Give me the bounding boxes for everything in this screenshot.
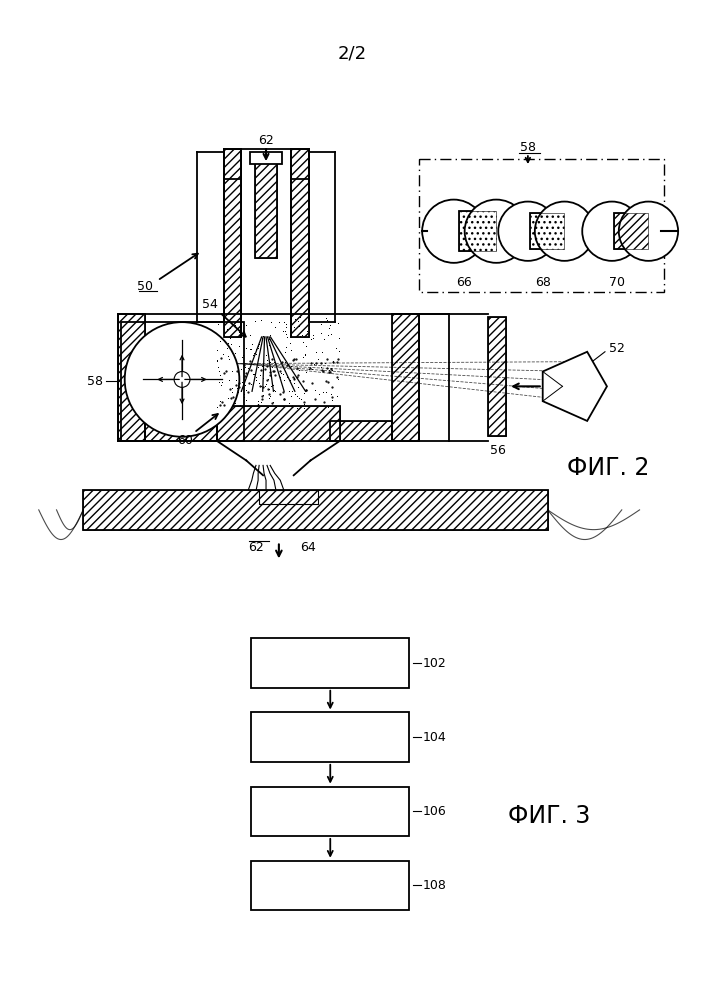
Bar <box>291 149 308 337</box>
Bar <box>146 421 217 441</box>
Text: 52: 52 <box>609 343 624 356</box>
Circle shape <box>582 202 641 261</box>
Bar <box>530 214 565 249</box>
Bar <box>419 159 665 293</box>
Text: 50: 50 <box>137 280 153 293</box>
Bar <box>118 315 146 441</box>
Bar <box>146 421 217 441</box>
Text: 102: 102 <box>423 656 447 669</box>
Bar <box>251 638 409 687</box>
Text: 104: 104 <box>423 730 447 743</box>
Text: 2/2: 2/2 <box>337 44 367 62</box>
Text: 62: 62 <box>258 134 274 147</box>
Text: 108: 108 <box>423 879 447 892</box>
Circle shape <box>535 202 594 261</box>
Bar <box>530 214 565 249</box>
Text: 64: 64 <box>301 540 316 553</box>
Text: 58: 58 <box>520 141 536 154</box>
Bar <box>459 212 496 251</box>
Circle shape <box>619 202 678 261</box>
Bar <box>330 421 391 441</box>
Text: 106: 106 <box>423 805 447 818</box>
Circle shape <box>465 200 528 263</box>
Bar <box>259 491 318 503</box>
Bar <box>330 421 391 441</box>
Bar <box>614 214 648 249</box>
Bar <box>224 149 241 337</box>
Text: 58: 58 <box>87 375 103 388</box>
Text: 62: 62 <box>249 540 264 553</box>
Text: 56: 56 <box>490 445 506 458</box>
Bar <box>391 315 419 441</box>
Circle shape <box>498 202 558 261</box>
Bar <box>489 318 506 436</box>
Circle shape <box>422 200 485 263</box>
Bar <box>118 315 146 441</box>
Bar <box>291 149 308 337</box>
Bar <box>251 786 409 836</box>
Bar <box>83 491 548 529</box>
Bar <box>217 407 340 441</box>
Circle shape <box>125 322 239 437</box>
Bar <box>83 491 548 529</box>
Bar <box>255 159 277 258</box>
Bar <box>251 712 409 762</box>
Bar <box>224 149 241 337</box>
Circle shape <box>174 372 190 388</box>
Bar <box>121 322 244 441</box>
Bar <box>391 315 419 441</box>
Text: ФИГ. 3: ФИГ. 3 <box>508 804 591 828</box>
Bar <box>251 861 409 910</box>
Bar <box>259 491 318 503</box>
Bar <box>489 318 506 436</box>
Text: ФИГ. 2: ФИГ. 2 <box>567 457 650 481</box>
Bar <box>614 214 648 249</box>
Bar <box>255 159 277 258</box>
Bar <box>217 407 340 441</box>
Text: 70: 70 <box>609 276 625 289</box>
Text: 66: 66 <box>455 276 472 289</box>
Bar <box>250 152 282 164</box>
Text: 68: 68 <box>535 276 551 289</box>
Text: 60: 60 <box>177 435 193 448</box>
Polygon shape <box>543 352 607 421</box>
Bar <box>459 212 496 251</box>
Text: 54: 54 <box>202 298 218 311</box>
